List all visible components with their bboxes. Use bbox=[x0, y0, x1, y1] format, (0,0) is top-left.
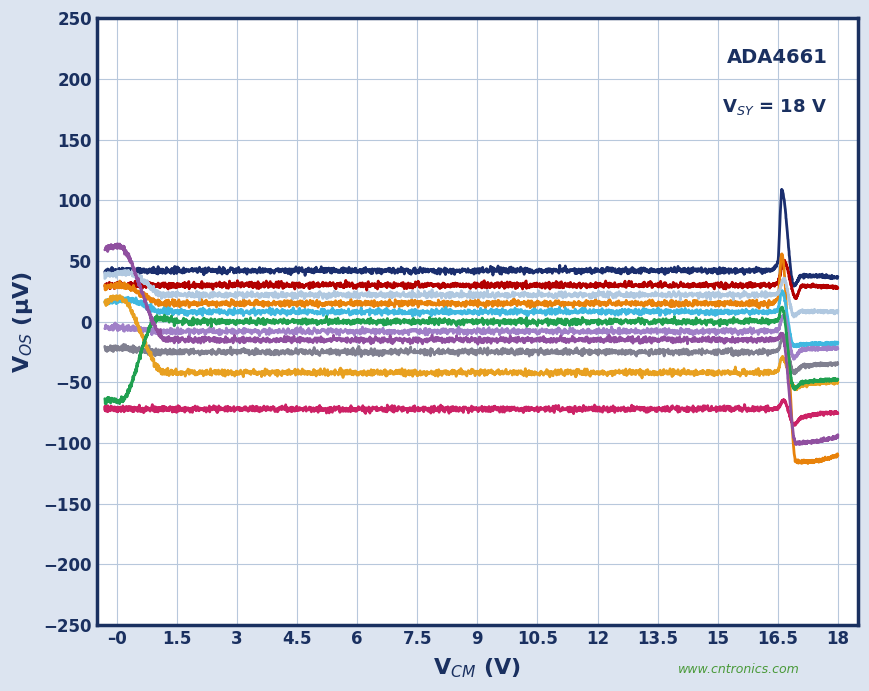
Text: V$_{SY}$ = 18 V: V$_{SY}$ = 18 V bbox=[722, 97, 827, 117]
Text: ADA4661: ADA4661 bbox=[726, 48, 827, 68]
X-axis label: V$_{CM}$ (V): V$_{CM}$ (V) bbox=[434, 656, 521, 680]
Text: www.cntronics.com: www.cntronics.com bbox=[678, 663, 799, 676]
Y-axis label: V$_{OS}$ (μV): V$_{OS}$ (μV) bbox=[11, 271, 35, 372]
